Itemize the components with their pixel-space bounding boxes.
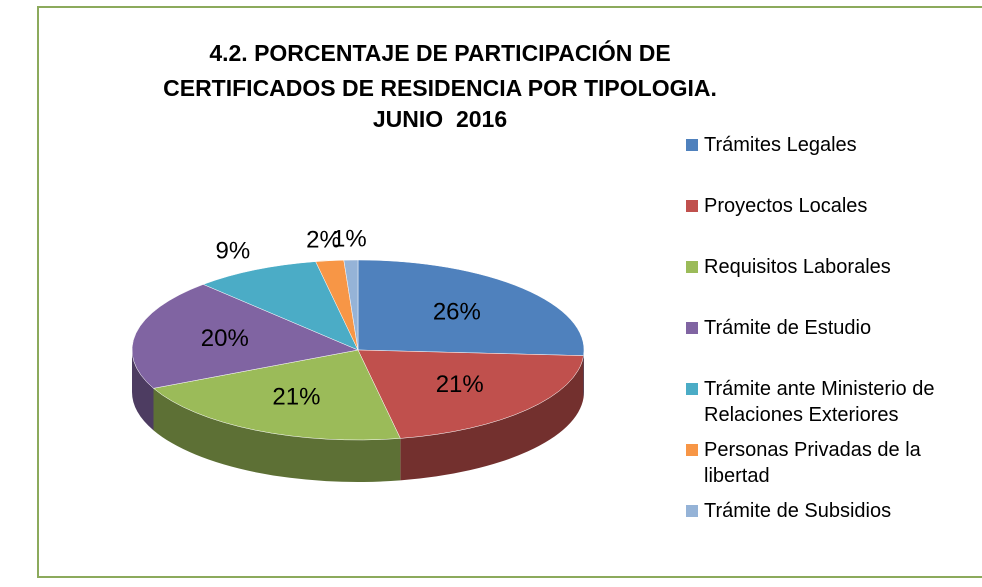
legend-label: Trámites Legales bbox=[704, 134, 857, 156]
legend-item: Trámite de Subsidios bbox=[686, 498, 968, 524]
legend-label: Trámite ante Ministerio de Relaciones Ex… bbox=[704, 378, 935, 426]
pie-side bbox=[400, 355, 584, 481]
pie-side bbox=[153, 388, 401, 482]
legend-item: Trámite ante Ministerio de Relaciones Ex… bbox=[686, 376, 968, 428]
pie-slice bbox=[357, 259, 585, 356]
legend-label: Proyectos Locales bbox=[704, 195, 868, 217]
pie-sides bbox=[132, 350, 584, 482]
legend-swatch bbox=[686, 383, 698, 395]
pie-slice bbox=[343, 259, 359, 351]
data-label: 21% bbox=[272, 383, 320, 410]
legend-label: Trámite de Subsidios bbox=[704, 500, 892, 522]
pie-labels: 26% 21% 21% 20% 9% 2%1% bbox=[201, 226, 484, 411]
data-label: 2% bbox=[306, 226, 341, 253]
legend-swatch bbox=[686, 505, 698, 517]
legend-label: Requisitos Laborales bbox=[704, 256, 891, 278]
pie-tops bbox=[131, 259, 585, 441]
chart-subtitle: JUNIO 2016 bbox=[372, 106, 508, 132]
legend-item: Requisitos Laborales bbox=[686, 254, 968, 280]
data-label: 9% bbox=[215, 238, 250, 265]
legend-swatch bbox=[686, 444, 698, 456]
pie-slice bbox=[357, 349, 584, 439]
pie-slice bbox=[202, 261, 359, 351]
chart-title: 4.2. PORCENTAJE DE PARTICIPACIÓN DE CERT… bbox=[163, 40, 717, 101]
legend-swatch bbox=[686, 139, 698, 151]
legend-swatch bbox=[686, 200, 698, 212]
data-label: 1% bbox=[332, 226, 367, 253]
pie-side bbox=[132, 350, 154, 431]
pie-slice bbox=[131, 284, 359, 389]
data-label: 20% bbox=[201, 325, 249, 352]
legend-label: Personas Privadas de la libertad bbox=[704, 439, 921, 487]
legend-label: Trámite de Estudio bbox=[704, 317, 872, 339]
frame bbox=[37, 6, 982, 578]
legend-item: Personas Privadas de la libertad bbox=[686, 437, 968, 489]
legend-item: Proyectos Locales bbox=[686, 193, 968, 219]
legend-swatch bbox=[686, 261, 698, 273]
legend-item: Trámites Legales bbox=[686, 132, 968, 158]
legend-item: Trámite de Estudio bbox=[686, 315, 968, 341]
data-label: 26% bbox=[433, 298, 481, 325]
legend-swatch bbox=[686, 322, 698, 334]
data-label: 21% bbox=[436, 371, 484, 398]
pie-slice bbox=[152, 349, 401, 441]
